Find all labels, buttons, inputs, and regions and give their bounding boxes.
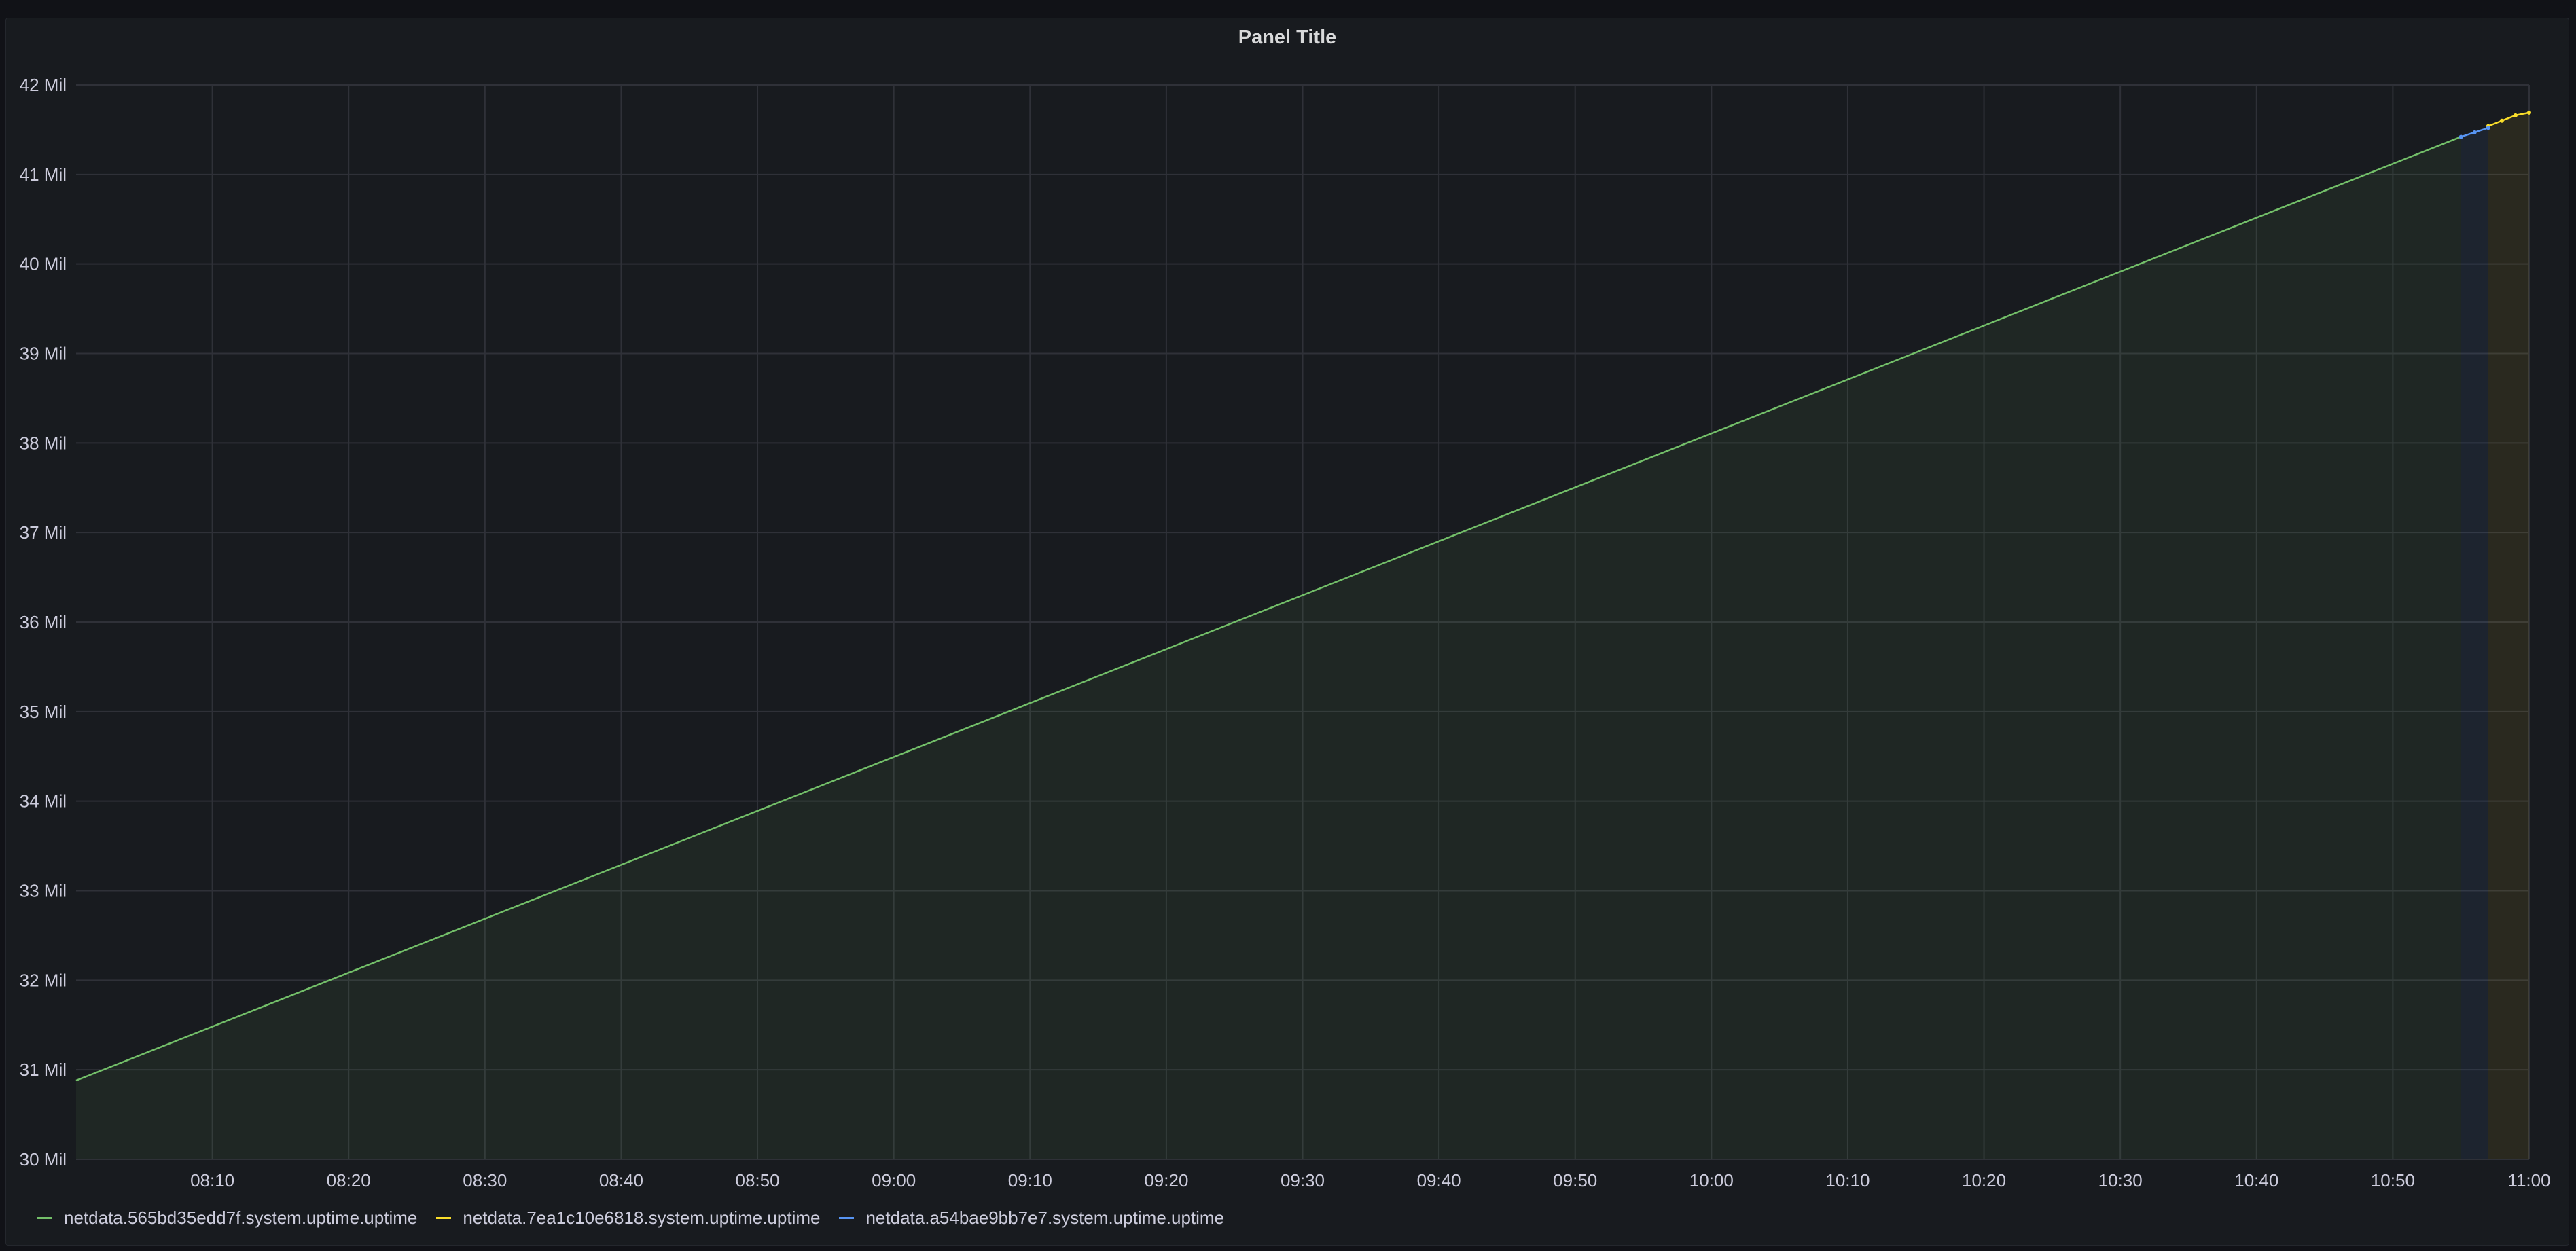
panel-title[interactable]: Panel Title [1238, 26, 1337, 48]
data-point [2499, 118, 2504, 123]
series-areas [76, 112, 2529, 1160]
legend-swatch [436, 1216, 452, 1219]
legend-swatch [839, 1216, 855, 1219]
x-tick-label: 08:40 [599, 1170, 643, 1191]
y-tick-label: 32 Mil [20, 970, 67, 990]
y-tick-label: 34 Mil [20, 791, 67, 812]
legend-item[interactable]: netdata.7ea1c10e6818.system.uptime.uptim… [436, 1208, 820, 1228]
x-tick-label: 08:50 [736, 1170, 780, 1191]
y-tick-label: 39 Mil [20, 344, 67, 364]
legend-swatch [37, 1216, 52, 1219]
x-tick-label: 08:30 [463, 1170, 507, 1191]
y-tick-label: 37 Mil [20, 522, 67, 543]
x-tick-label: 09:00 [872, 1170, 916, 1191]
x-tick-label: 10:30 [2098, 1170, 2143, 1191]
x-tick-label: 10:50 [2371, 1170, 2415, 1191]
legend-item[interactable]: netdata.565bd35edd7f.system.uptime.uptim… [37, 1208, 417, 1228]
chart-panel: Panel Title [5, 18, 2569, 1246]
y-tick-label: 36 Mil [20, 612, 67, 632]
x-axis: 08:10 08:20 08:30 08:40 08:50 09:00 09:10 09:20… [190, 1170, 2550, 1191]
grid [76, 84, 2530, 1160]
legend-item[interactable]: netdata.a54bae9bb7e7.system.uptime.uptim… [839, 1208, 1224, 1228]
x-tick-label: 09:10 [1008, 1170, 1052, 1191]
data-point [2472, 130, 2477, 134]
x-tick-label: 09:40 [1417, 1170, 1461, 1191]
x-tick-label: 10:10 [1825, 1170, 1870, 1191]
y-tick-label: 35 Mil [20, 702, 67, 722]
x-tick-label: 09:50 [1553, 1170, 1597, 1191]
series-area [2488, 112, 2529, 1160]
y-tick-label: 30 Mil [20, 1149, 67, 1170]
y-tick-label: 38 Mil [20, 433, 67, 453]
series-line [75, 136, 2462, 1082]
series-area [76, 137, 2461, 1159]
series-line [2488, 111, 2530, 127]
x-tick-label: 08:10 [190, 1170, 234, 1191]
x-tick-label: 10:40 [2234, 1170, 2278, 1191]
series-area [2461, 128, 2488, 1159]
legend: netdata.565bd35edd7f.system.uptime.uptim… [37, 1208, 1243, 1228]
data-point [2458, 134, 2463, 139]
x-tick-label: 10:00 [1689, 1170, 1734, 1191]
legend-label: netdata.7ea1c10e6818.system.uptime.uptim… [463, 1208, 821, 1228]
data-point [2527, 110, 2531, 115]
x-tick-label: 10:20 [1962, 1170, 2006, 1191]
x-tick-label: 09:20 [1144, 1170, 1188, 1191]
y-tick-label: 41 Mil [20, 164, 67, 185]
y-tick-label: 31 Mil [20, 1059, 67, 1080]
y-tick-label: 33 Mil [20, 881, 67, 901]
data-point [2513, 113, 2518, 117]
series-points [2458, 110, 2531, 139]
y-axis: 30 Mil 31 Mil 32 Mil 33 Mil 34 Mil 35 Mil 36 M… [20, 75, 67, 1170]
y-tick-label: 40 Mil [20, 254, 67, 274]
data-point [2486, 126, 2490, 130]
legend-label: netdata.a54bae9bb7e7.system.uptime.uptim… [865, 1208, 1225, 1228]
x-tick-label: 11:00 [2507, 1170, 2550, 1191]
x-tick-label: 08:20 [327, 1170, 371, 1191]
x-tick-label: 09:30 [1281, 1170, 1325, 1191]
y-tick-label: 42 Mil [20, 75, 67, 95]
legend-label: netdata.565bd35edd7f.system.uptime.uptim… [64, 1208, 418, 1228]
